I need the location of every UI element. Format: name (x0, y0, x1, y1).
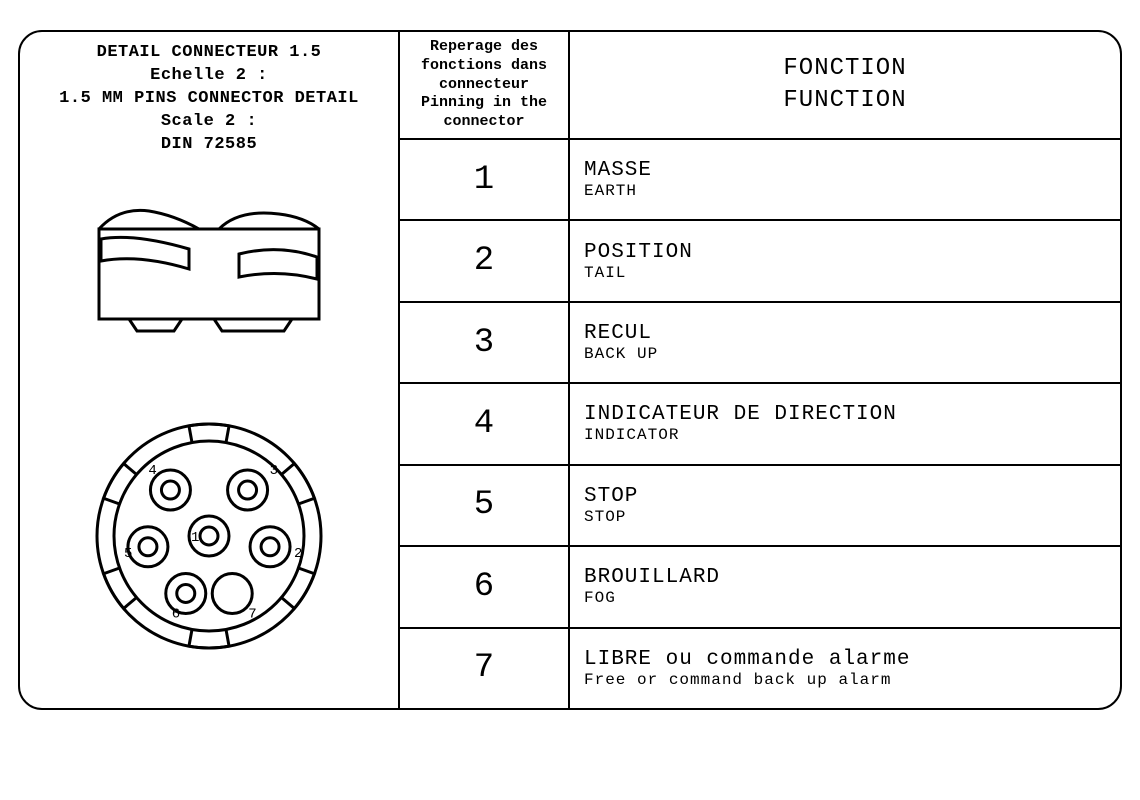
title-line-1: DETAIL CONNECTEUR 1.5 (59, 42, 359, 65)
function-label-en: TAIL (584, 264, 1106, 282)
pin-label: 5 (124, 545, 132, 561)
connector-title: DETAIL CONNECTEUR 1.5 Echelle 2 : 1.5 MM… (59, 42, 359, 157)
diagram-frame: DETAIL CONNECTEUR 1.5 Echelle 2 : 1.5 MM… (18, 30, 1122, 710)
table-header-row: Reperage des fonctions dans connecteur P… (400, 32, 1120, 140)
pin-number-cell: 6 (400, 547, 570, 626)
table-row: 4INDICATEUR DE DIRECTIONINDICATOR (400, 384, 1120, 465)
pin-label: 4 (148, 463, 156, 479)
header-func-fr: FONCTION (783, 53, 906, 85)
title-line-4: Scale 2 : (59, 111, 359, 134)
function-label-fr: BROUILLARD (584, 566, 1106, 589)
pin-number-cell: 4 (400, 384, 570, 463)
pinout-table: Reperage des fonctions dans connecteur P… (400, 32, 1120, 708)
header-function-column: FONCTION FUNCTION (570, 32, 1120, 138)
function-cell: INDICATEUR DE DIRECTIONINDICATOR (570, 384, 1120, 463)
pin-label: 3 (270, 463, 278, 479)
pin-number-cell: 5 (400, 466, 570, 545)
diagram-area: 1 4 3 5 2 6 7 (28, 157, 390, 698)
function-cell: RECULBACK UP (570, 303, 1120, 382)
pin-number-cell: 3 (400, 303, 570, 382)
header-pin-fr: Reperage des fonctions dans connecteur (406, 38, 562, 94)
function-label-fr: INDICATEUR DE DIRECTION (584, 403, 1106, 426)
pin-label: 7 (248, 606, 256, 622)
pin-number-cell: 1 (400, 140, 570, 219)
table-row: 3RECULBACK UP (400, 303, 1120, 384)
table-row: 5STOPSTOP (400, 466, 1120, 547)
function-label-en: BACK UP (584, 345, 1106, 363)
function-label-fr: POSITION (584, 241, 1106, 264)
function-label-fr: RECUL (584, 322, 1106, 345)
function-label-fr: LIBRE ou commande alarme (584, 648, 1106, 671)
table-body: 1MASSEEARTH2POSITIONTAIL3RECULBACK UP4IN… (400, 140, 1120, 708)
function-label-en: INDICATOR (584, 426, 1106, 444)
title-line-3: 1.5 MM PINS CONNECTOR DETAIL (59, 88, 359, 111)
header-func-en: FUNCTION (783, 85, 906, 117)
pin-label: 6 (172, 606, 180, 622)
function-cell: LIBRE ou commande alarmeFree or command … (570, 629, 1120, 708)
function-cell: MASSEEARTH (570, 140, 1120, 219)
function-label-en: STOP (584, 508, 1106, 526)
function-label-en: FOG (584, 589, 1106, 607)
function-cell: STOPSTOP (570, 466, 1120, 545)
function-label-en: Free or command back up alarm (584, 671, 1106, 689)
left-panel: DETAIL CONNECTEUR 1.5 Echelle 2 : 1.5 MM… (20, 32, 400, 708)
table-row: 2POSITIONTAIL (400, 221, 1120, 302)
pin-number-cell: 7 (400, 629, 570, 708)
function-label-fr: STOP (584, 485, 1106, 508)
table-row: 7LIBRE ou commande alarmeFree or command… (400, 629, 1120, 708)
pin-number-cell: 2 (400, 221, 570, 300)
pin-label: 1 (191, 530, 199, 546)
title-line-2: Echelle 2 : (59, 65, 359, 88)
title-line-5: DIN 72585 (59, 134, 359, 157)
connector-side-view (79, 199, 339, 339)
table-row: 1MASSEEARTH (400, 140, 1120, 221)
header-pin-column: Reperage des fonctions dans connecteur P… (400, 32, 570, 138)
function-cell: BROUILLARDFOG (570, 547, 1120, 626)
header-pin-en: Pinning in the connector (406, 94, 562, 132)
function-label-en: EARTH (584, 182, 1106, 200)
function-cell: POSITIONTAIL (570, 221, 1120, 300)
connector-face-view: 1 4 3 5 2 6 7 (89, 416, 329, 656)
pin-label: 2 (294, 545, 302, 561)
table-row: 6BROUILLARDFOG (400, 547, 1120, 628)
function-label-fr: MASSE (584, 159, 1106, 182)
